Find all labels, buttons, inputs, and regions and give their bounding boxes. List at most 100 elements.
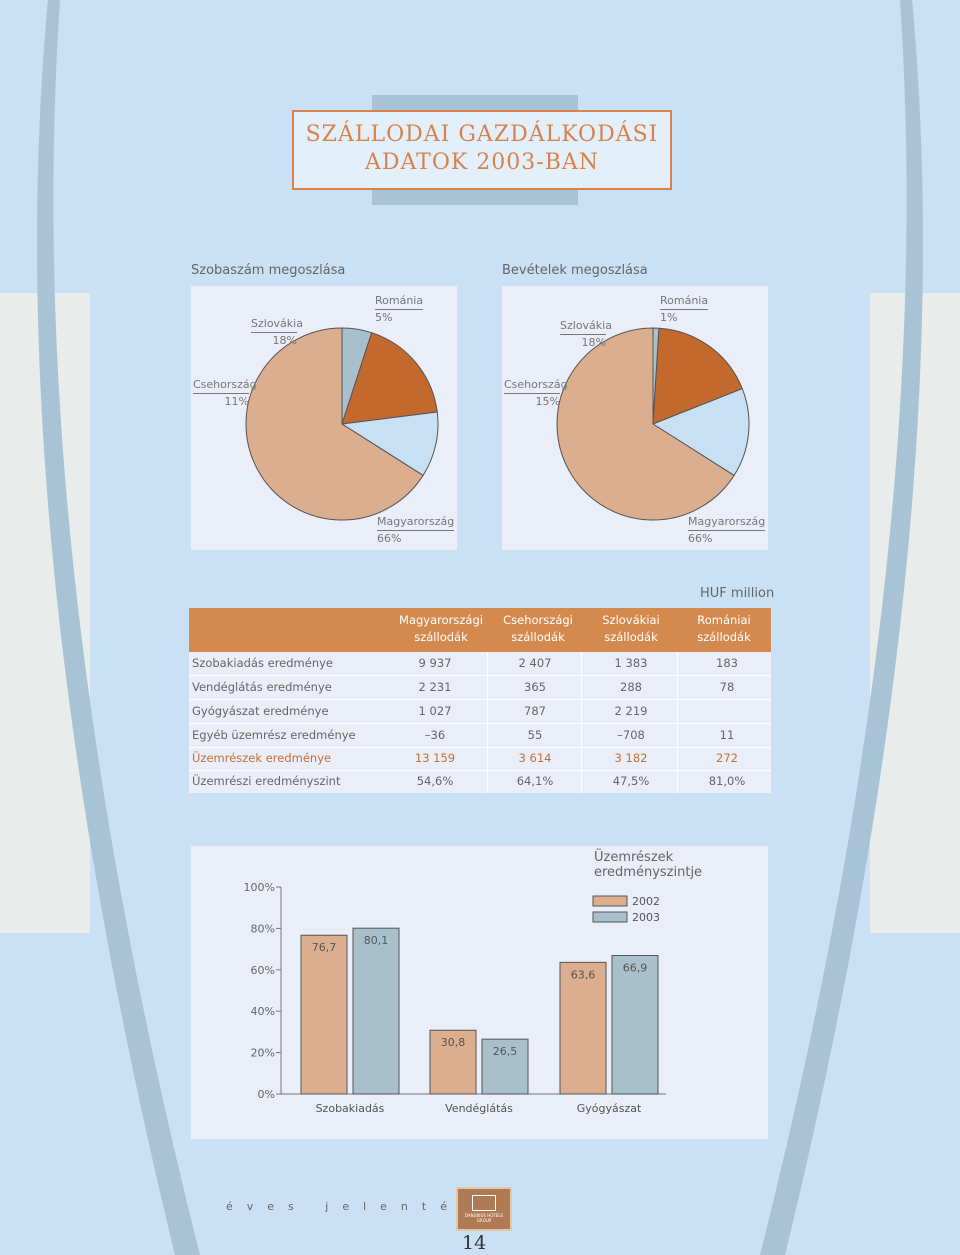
logo-mark [472,1195,496,1211]
col-header-romaniai: Romániai szállodák [697,613,751,644]
cell: 272 [716,751,738,765]
table-row: Vendéglátás eredménye 2 231 365 288 78 [189,676,771,700]
x-tick-label: Gyógyászat [577,1102,642,1115]
pie-slice-magyarország [245,327,424,521]
cell: 64,1% [516,774,554,788]
title-line-2: ADATOK 2003-BAN [364,150,600,175]
cell: 78 [719,680,735,694]
pie-left-chart [245,327,439,521]
pie-right-chart [556,327,750,521]
legend-swatch-2003 [592,911,628,923]
cell: 2 407 [518,656,552,670]
pie-left-label-romania: Románia 5% [375,294,424,324]
x-tick-label: Szobakiadás [316,1102,385,1115]
row-label: Vendéglátás eredménye [192,680,332,694]
cell: 13 159 [414,751,456,765]
pie-right-label-szlovakia: Szlovákia 18% [560,319,612,349]
cell: 365 [524,680,546,694]
row-label: Egyéb üzemrész eredménye [192,728,356,742]
column-divider [677,652,678,793]
cell: 11 [719,728,735,742]
row-label: Gyógyászat eredménye [192,704,329,718]
legend-label-2003: 2003 [632,911,660,924]
bar-chart-title: Üzemrészek eredményszintje [594,850,703,880]
bar-2002-gyógyászat [559,961,607,1095]
table-row: Gyógyászat eredménye 1 027 787 2 219 [189,700,771,724]
table-row: Szobakiadás eredménye 9 937 2 407 1 383 … [189,652,771,676]
table-row-total: Üzemrészek eredménye 13 159 3 614 3 182 … [189,747,771,771]
y-tick-label: 60% [251,964,275,977]
pie-right-label-csehorszag: Csehország 15% [504,378,568,408]
cell: –36 [424,728,446,742]
bar-chart: 0% 20% 40% 60% 80% 100% 76,7 80,1 Szobakiadás 30,… [244,881,666,1115]
column-divider [581,652,582,793]
table-unit: HUF million [700,586,775,601]
pie-left-label-magyarorszag: Magyarország 66% [377,515,455,545]
bar-value-label: 26,5 [493,1045,518,1058]
bar-value-label: 63,6 [571,968,596,981]
legend-swatch-2002 [592,895,628,907]
bar-value-label: 30,8 [441,1036,466,1049]
title-line-1: SZÁLLODAI GAZDÁLKODÁSI [305,122,659,147]
cell: 54,6% [416,774,454,788]
pie-slice-csehország [651,388,750,477]
cell: 787 [524,704,546,718]
cell: 47,5% [612,774,650,788]
cell: 1 383 [614,656,648,670]
bar-2003-vendéglátás [481,1038,529,1095]
logo-text: DANUBIUS HOTELS GROUP [464,1213,504,1223]
pie-right-caption: Bevételek megoszlása [502,263,648,278]
column-divider [487,652,488,793]
table-header: Magyarországi szállodák Csehországi szállo… [189,608,771,652]
y-tick-label: 20% [251,1047,275,1060]
legend-label-2002: 2002 [632,895,660,908]
bar-value-label: 76,7 [312,941,337,954]
bar-2003-szobakiadás [352,927,400,1095]
bar-2003-gyógyászat [611,955,659,1095]
y-tick-label: 0% [258,1088,275,1101]
results-table: Magyarországi szállodák Csehországi szállo… [189,608,771,793]
cell: 81,0% [708,774,746,788]
row-label: Üzemrészi eredményszint [192,774,341,788]
row-label: Üzemrészek eredménye [192,751,332,765]
table-row: Egyéb üzemrész eredménye –36 55 –708 11 [189,724,771,748]
pie-slice-szlovákia [652,327,743,425]
pie-left-caption: Szobaszám megoszlása [191,263,346,278]
bar-2002-vendéglátás [429,1029,477,1095]
company-logo: DANUBIUS HOTELS GROUP [456,1187,512,1231]
pie-left-label-csehorszag: Csehország 11% [193,378,257,408]
pie-left-panel: Románia 5% Szlovákia 18% Csehország 11% Mag… [191,286,457,550]
page-title: SZÁLLODAI GAZDÁLKODÁSI ADATOK 2003-BAN [292,110,672,190]
pie-left-label-szlovakia: Szlovákia 18% [251,317,303,347]
cell: 2 231 [418,680,452,694]
cell: 288 [620,680,642,694]
col-header-csehorszagi: Csehországi szállodák [503,613,573,644]
pie-right-label-magyarorszag: Magyarország 66% [688,515,766,545]
y-tick-label: 40% [251,1005,275,1018]
cell: 3 614 [518,751,552,765]
cell: 9 937 [418,656,452,670]
bar-2002-szobakiadás [300,934,348,1095]
cell: 3 182 [614,751,648,765]
cell: –708 [617,728,645,742]
y-tick-label: 80% [251,922,275,935]
pie-slice-magyarország [556,327,735,521]
table-row: Üzemrészi eredményszint 54,6% 64,1% 47,5… [189,770,771,793]
col-header-magyarorszagi: Magyarországi szállodák [399,613,483,644]
row-label: Szobakiadás eredménye [192,656,333,670]
bar-chart-panel: Üzemrészek eredményszintje 0% 20% 40% 60% 80… [191,846,768,1139]
footer-annual-report: éves jelentés [226,1200,481,1213]
pie-slice-csehország [340,411,439,477]
pie-slice-szlovákia [341,332,438,425]
pie-right-panel: Románia 1% Szlovákia 18% Csehország 15% Mag… [502,286,768,550]
x-tick-label: Vendéglátás [445,1102,513,1115]
cell: 1 027 [418,704,452,718]
page-number: 14 [462,1232,487,1254]
cell: 183 [716,656,738,670]
bar-value-label: 66,9 [623,962,648,975]
col-header-szlovakiai: Szlovákiai szállodák [602,613,660,644]
cell: 2 219 [614,704,648,718]
y-tick-label: 100% [244,881,275,894]
bar-value-label: 80,1 [364,934,389,947]
